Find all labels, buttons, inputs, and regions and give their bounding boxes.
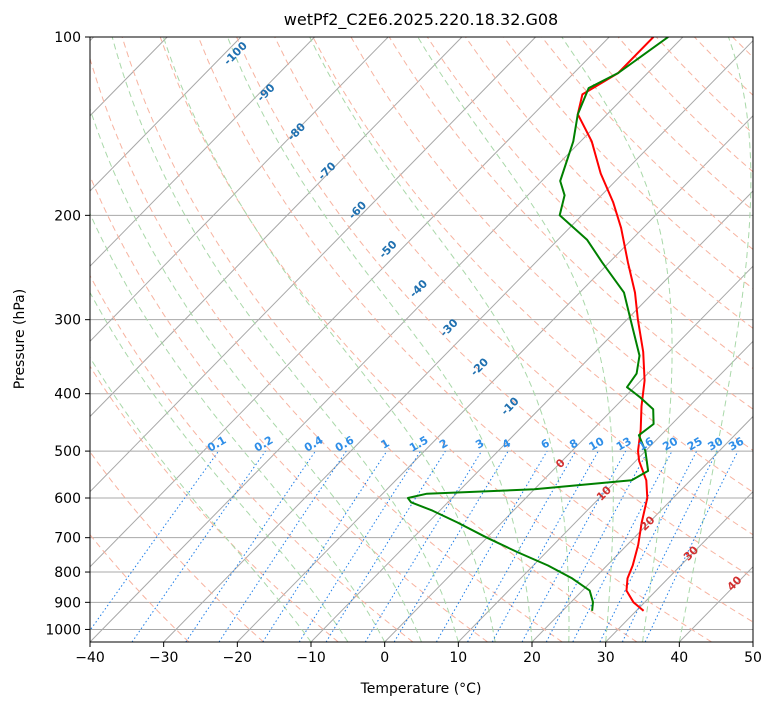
dry-adiabat-line <box>197 37 753 623</box>
x-tick-label: 0 <box>380 650 389 666</box>
dry-adiabat-line <box>90 274 414 642</box>
moist-adiabat-line <box>227 37 533 642</box>
isotherm-line <box>90 37 610 568</box>
isotherm-line <box>90 37 684 642</box>
y-tick-label: 900 <box>54 595 81 611</box>
moist-adiabat-line <box>561 37 673 642</box>
y-tick-label: 200 <box>54 208 81 224</box>
y-tick-label: 600 <box>54 491 81 507</box>
dry-adiabat-line <box>90 175 488 642</box>
temperature-line <box>576 37 655 612</box>
y-tick-label: 800 <box>54 565 81 581</box>
moist-adiabat-line <box>111 37 459 642</box>
mixing-ratio-line <box>467 450 577 642</box>
x-tick-label: −10 <box>296 650 326 666</box>
isotherm-line <box>163 39 753 642</box>
dry-adiabat-line <box>90 56 563 642</box>
data-series <box>406 37 669 612</box>
isotherm-line <box>90 37 315 267</box>
plot-background <box>90 37 753 642</box>
moist-adiabat-line <box>417 37 614 642</box>
mixing-ratio-line <box>491 450 599 642</box>
isotherm-line <box>90 37 242 192</box>
moist-adiabat-line <box>90 291 349 642</box>
isotherm-line <box>310 190 753 642</box>
background-lines <box>90 37 775 642</box>
dewpoint-line <box>406 37 669 611</box>
x-tick-label: 30 <box>597 650 615 666</box>
isotherm-line <box>384 265 753 642</box>
x-tick-label: −30 <box>149 650 179 666</box>
moist-adiabat-line <box>162 37 496 642</box>
mixing-ratio-line <box>298 450 422 642</box>
y-tick-label: 400 <box>54 387 81 403</box>
dry-adiabat-line <box>90 365 339 642</box>
x-tick-label: 40 <box>670 650 688 666</box>
x-tick-label: 10 <box>449 650 467 666</box>
isotherm-line <box>457 340 753 642</box>
dry-adiabat-line <box>90 451 264 642</box>
isotherm-line <box>531 415 753 642</box>
y-tick-label: 1000 <box>45 622 81 638</box>
dry-adiabat-line <box>388 37 753 410</box>
isotherm-line <box>90 37 463 418</box>
mixing-ratio-line <box>262 450 388 642</box>
mixing-ratio-line <box>218 450 347 642</box>
plot-frame <box>89 36 754 643</box>
mixing-ratio-line <box>131 450 266 642</box>
chart-title: wetPf2_C2E6.2025.220.18.32.G08 <box>284 10 558 30</box>
dry-adiabat-line <box>274 37 753 536</box>
dry-adiabat-line <box>771 37 775 642</box>
y-tick-label: 100 <box>54 30 81 46</box>
y-axis-label: Pressure (hPa) <box>12 289 28 389</box>
dry-adiabat-line <box>121 37 638 642</box>
isotherm-line <box>605 490 753 642</box>
mixing-ratio-line <box>90 450 220 632</box>
isotherm-line <box>752 641 753 642</box>
mixing-ratio-line <box>185 450 316 642</box>
y-tick-label: 500 <box>54 444 81 460</box>
dry-adiabat-line <box>350 37 753 451</box>
moist-adiabat-line <box>90 356 312 642</box>
dry-adiabat-line <box>312 37 753 493</box>
mixing-ratio-line <box>521 450 627 642</box>
mixing-ratio-line <box>599 450 698 642</box>
axes: −40 −30 −20 −10 0 10 20 30 40 50 100 200 300 400 500 60… <box>45 30 762 666</box>
x-tick-label: 20 <box>523 650 541 666</box>
moist-adiabat-line <box>90 107 422 642</box>
dry-adiabat-line <box>159 37 712 642</box>
dry-adiabat-line <box>236 37 753 579</box>
isotherm-line <box>90 37 389 343</box>
x-tick-label: 50 <box>744 650 762 666</box>
moist-adiabat-line <box>678 37 752 642</box>
dry-adiabat-line <box>426 37 753 370</box>
y-tick-label: 300 <box>54 313 81 329</box>
x-axis-label: Temperature (°C) <box>360 681 482 697</box>
mixing-ratio-line <box>621 450 718 642</box>
isotherm-line <box>90 37 536 493</box>
y-tick-label: 700 <box>54 531 81 547</box>
isotherm-line <box>236 115 753 642</box>
x-tick-label: −20 <box>223 650 253 666</box>
moist-adiabat-line <box>90 212 386 642</box>
mixing-ratio-line <box>545 450 649 642</box>
x-tick-label: −40 <box>75 650 105 666</box>
mixing-ratio-line <box>364 450 483 642</box>
